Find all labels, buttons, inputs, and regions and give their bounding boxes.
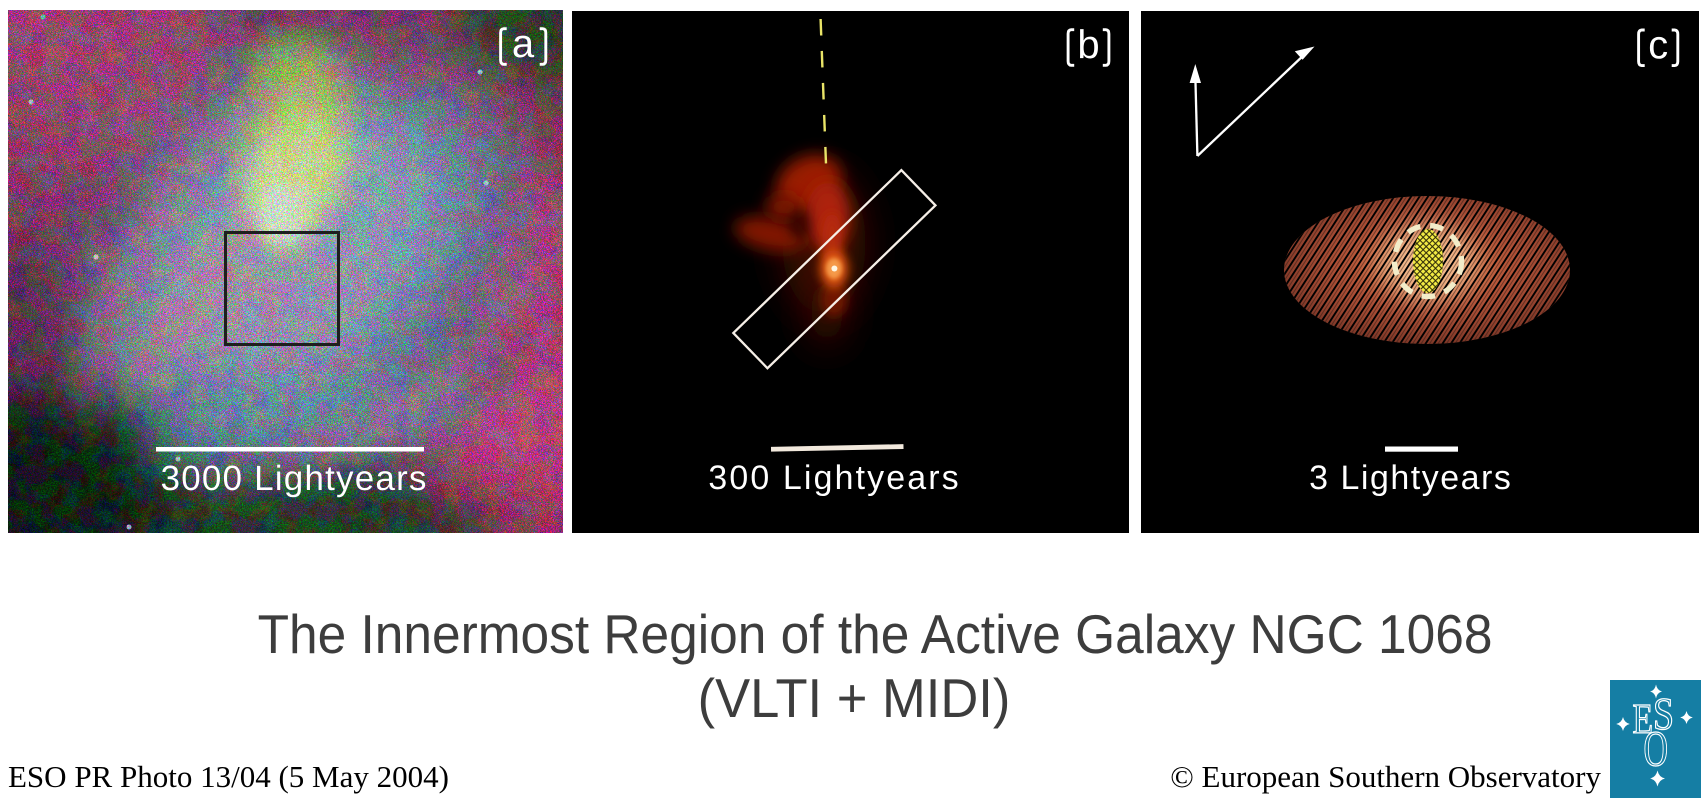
svg-text:O: O [1644, 722, 1669, 778]
svg-text:S: S [1653, 689, 1674, 739]
svg-text:E: E [1633, 697, 1654, 743]
